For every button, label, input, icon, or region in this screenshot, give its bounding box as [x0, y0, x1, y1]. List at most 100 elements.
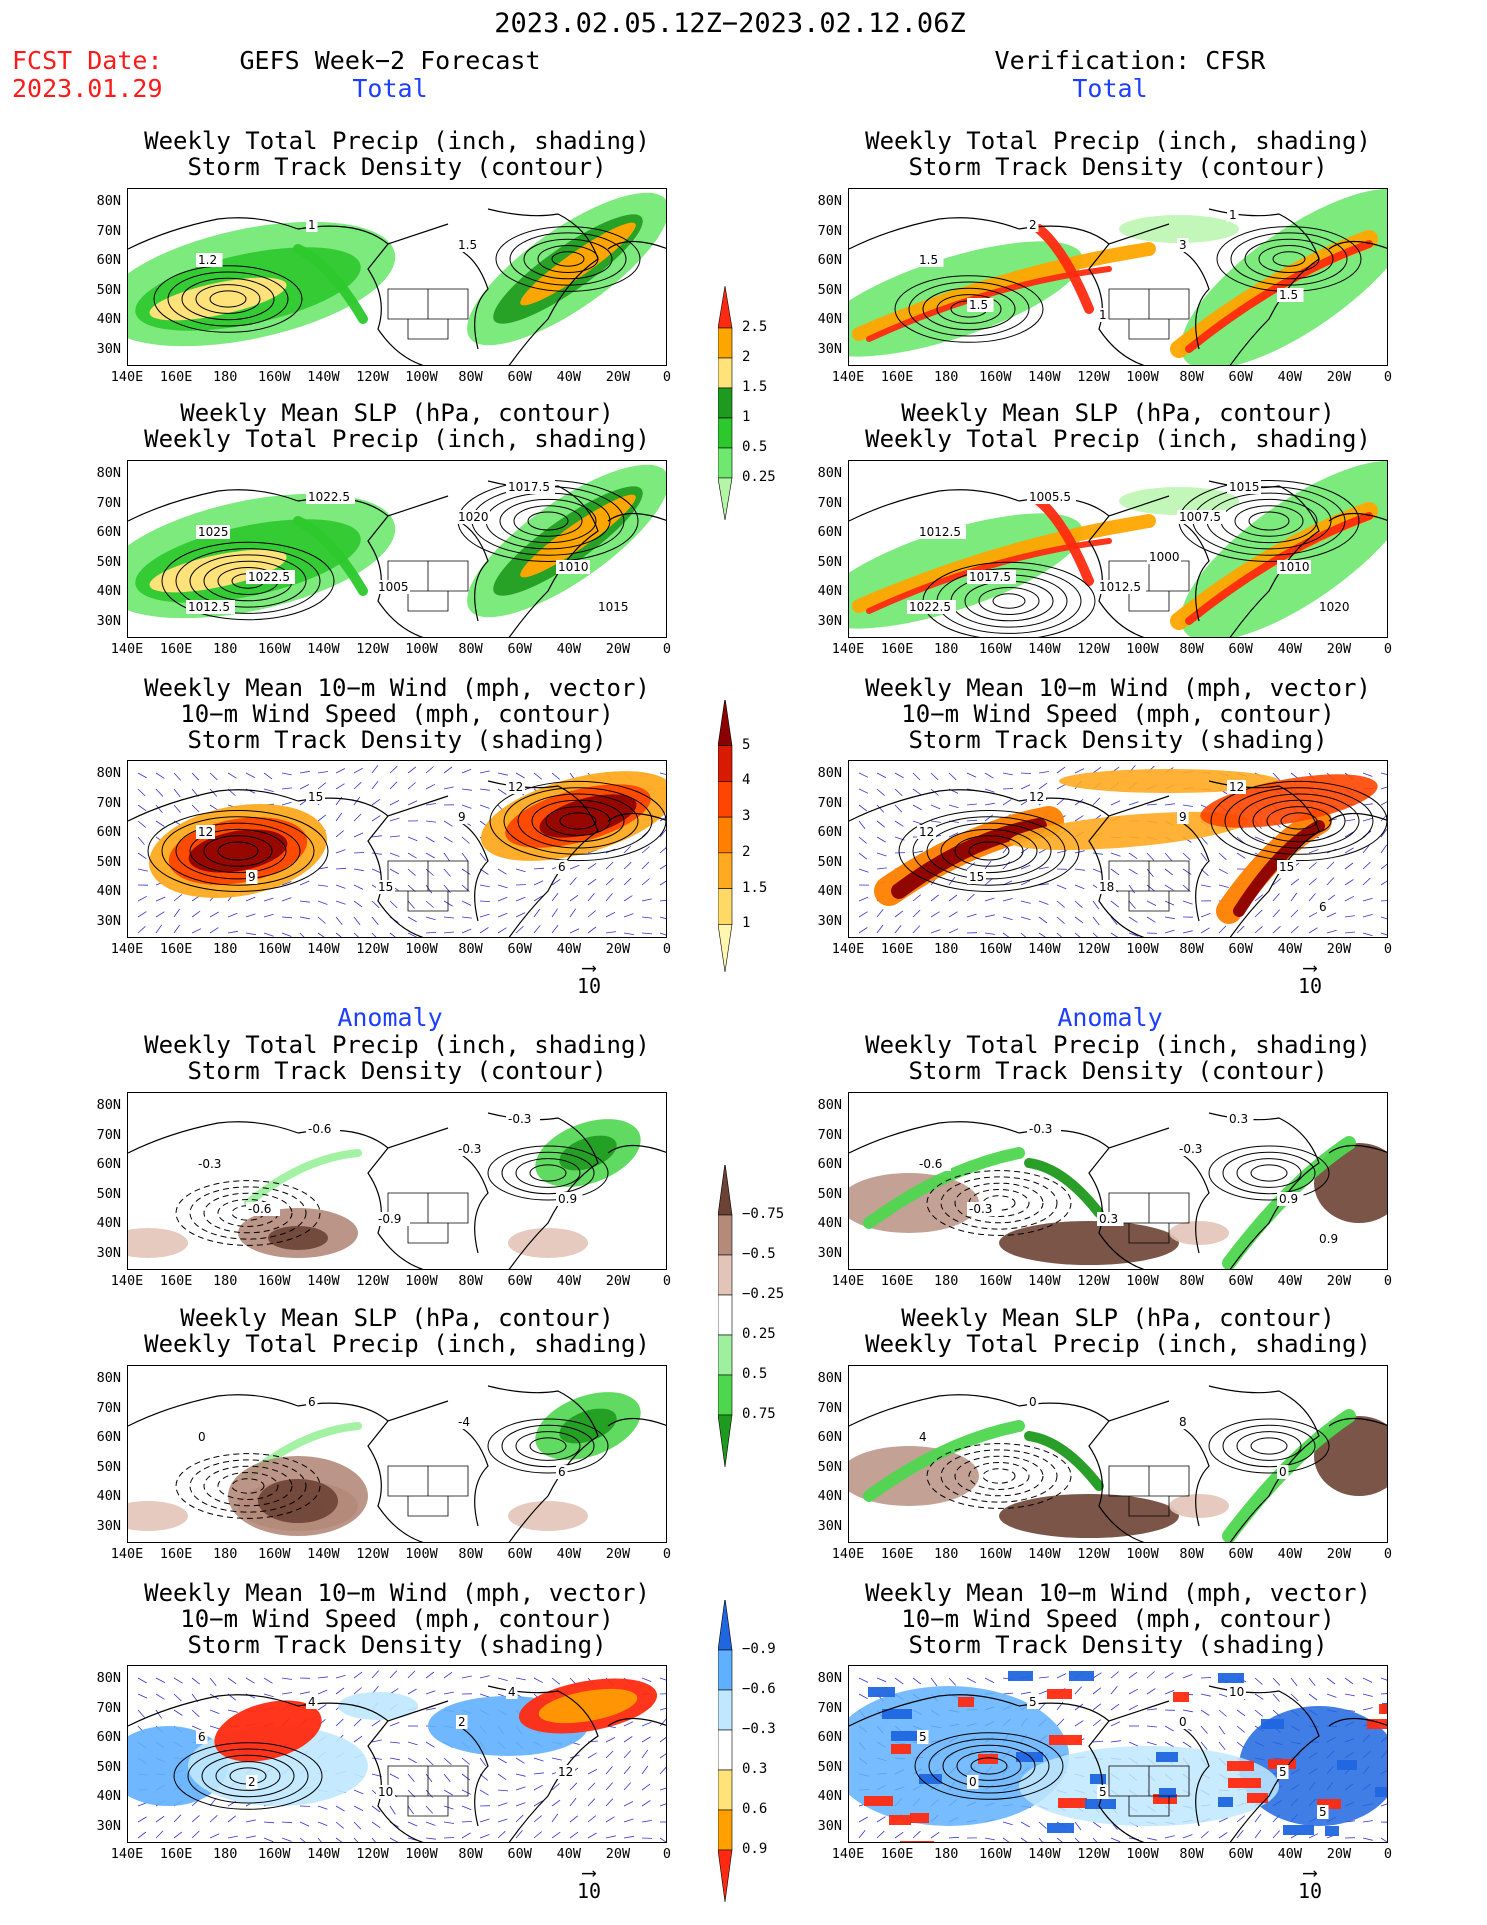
contour-label: 1 — [306, 218, 318, 232]
lon-label: 20W — [605, 369, 631, 385]
lat-label: 70N — [96, 1126, 121, 1143]
lat-label: 30N — [817, 1817, 842, 1834]
lat-label: 40N — [96, 583, 121, 599]
lon-label: 140E — [831, 1546, 865, 1562]
panel-title-v_wd_t: Weekly Mean 10−m Wind (mph, vector) 10−m … — [788, 675, 1448, 753]
lon-label: 40W — [556, 641, 581, 657]
contour-label: 1005.5 — [1027, 490, 1076, 504]
panel-title-line: Weekly Total Precip (inch, shading) — [144, 1031, 650, 1059]
panel-title-f_slp_t: Weekly Mean SLP (hPa, contour) Weekly Tot… — [67, 400, 727, 452]
lon-label: 80W — [458, 369, 483, 385]
contour-label: 0.9 — [556, 1192, 583, 1206]
lon-label: 20W — [1326, 1546, 1352, 1562]
panel-title-line: Weekly Total Precip (inch, shading) — [144, 425, 650, 453]
colorbar-label: −0.75 — [742, 1206, 785, 1222]
colorbar-label: 5 — [742, 736, 751, 753]
lon-label: 120W — [1077, 1846, 1110, 1862]
lon-label: 20W — [605, 1846, 631, 1862]
svg-text:1022.5: 1022.5 — [909, 600, 951, 614]
lon-label: 40W — [556, 941, 581, 957]
lon-label: 40W — [556, 1846, 581, 1862]
colorbar-label: 1.5 — [742, 879, 768, 896]
lat-label: 40N — [96, 1215, 121, 1231]
lat-label: 70N — [817, 1126, 842, 1143]
colorbar-label: −0.5 — [742, 1246, 776, 1262]
panel-title-line: Storm Track Density (contour) — [908, 1057, 1328, 1085]
lat-label: 80N — [96, 193, 121, 209]
lon-label: 60W — [1228, 941, 1253, 957]
lon-label: 80W — [1179, 369, 1204, 385]
svg-text:0.9: 0.9 — [558, 1192, 577, 1206]
contour-label: 12 — [1027, 790, 1046, 804]
lon-label: 180 — [933, 1846, 959, 1862]
contour-label: 1.5 — [967, 298, 994, 312]
panel-title-line: Storm Track Density (contour) — [908, 153, 1328, 181]
lon-label: 180 — [212, 641, 238, 657]
colorbar-segment — [718, 447, 733, 479]
svg-text:12: 12 — [198, 825, 213, 839]
svg-text:10: 10 — [1229, 1685, 1244, 1699]
lon-label: 120W — [1077, 369, 1110, 385]
lon-label: 20W — [605, 1273, 631, 1289]
colorbar-label: −0.25 — [742, 1286, 785, 1302]
lon-label: 120W — [1077, 641, 1110, 657]
contour-label: 1005 — [376, 580, 410, 594]
vector-reference-value: 10 — [576, 1879, 602, 1903]
lon-label: 140W — [307, 641, 340, 657]
contour-label: 1.5 — [456, 238, 483, 252]
contour-label: 9 — [1177, 810, 1189, 824]
panel-title-v_slp_t: Weekly Mean SLP (hPa, contour) Weekly Tot… — [788, 400, 1448, 452]
lon-label: 160E — [880, 1846, 914, 1862]
lon-label: 140W — [1028, 1273, 1061, 1289]
contour-label: 1010 — [1277, 560, 1311, 574]
colorbar-storm-anomaly: −0.9 −0.6 −0.3 0.3 0.6 0.9 — [718, 1600, 808, 1903]
lon-label: 20W — [605, 641, 631, 657]
right-section-total: Total — [1072, 74, 1148, 103]
lon-label: 80W — [458, 1546, 483, 1562]
lon-label: 120W — [356, 1546, 389, 1562]
panel-title-line: Weekly Mean 10−m Wind (mph, vector) — [144, 674, 650, 702]
lon-label: 140E — [110, 641, 144, 657]
colorbar-label: 1 — [742, 915, 751, 932]
lon-label: 140W — [307, 1273, 340, 1289]
svg-text:1020: 1020 — [1319, 600, 1350, 614]
panel-title-f_slp_a: Weekly Mean SLP (hPa, contour) Weekly Tot… — [67, 1305, 727, 1357]
lat-label: 50N — [817, 553, 842, 570]
lat-label: 60N — [817, 1729, 842, 1745]
svg-text:1012.5: 1012.5 — [919, 525, 961, 539]
lat-label: 40N — [817, 883, 842, 899]
vector-reference: ⟶ 10 — [559, 957, 619, 998]
svg-text:6: 6 — [198, 1730, 206, 1744]
lon-label: 160W — [979, 641, 1012, 657]
colorbar-label: 1.5 — [742, 379, 768, 395]
map-v_wd_a: 5 5 0 5 5 0 10 5 — [848, 1665, 1388, 1843]
lon-label: 100W — [1126, 941, 1159, 957]
lat-label: 40N — [817, 311, 842, 327]
lat-label: 40N — [817, 1488, 842, 1504]
lat-label: 80N — [817, 1097, 842, 1113]
panel-title-line: Weekly Total Precip (inch, shading) — [865, 425, 1371, 453]
right-section-anomaly: Anomaly — [1057, 1003, 1163, 1032]
lat-label: 40N — [96, 1488, 121, 1504]
contour-label: 1.2 — [196, 253, 223, 267]
arrow-right-icon: ⟶ — [1303, 955, 1317, 979]
lat-label: 30N — [817, 612, 842, 629]
lon-label: 0 — [1383, 941, 1393, 957]
lat-label: 70N — [817, 1699, 842, 1716]
map-f_slp_t: 1025 1022.5 1020 1010 1005 1022.5 1017.5 1015 10… — [127, 460, 667, 638]
colorbar-segment — [718, 285, 733, 329]
svg-text:0.3: 0.3 — [1229, 1112, 1248, 1126]
lon-label: 100W — [405, 1846, 438, 1862]
lon-label: 180 — [212, 941, 238, 957]
lon-label: 60W — [1228, 369, 1253, 385]
contour-label: 5 — [917, 1730, 929, 1744]
lon-label: 160W — [258, 1546, 291, 1562]
svg-text:15: 15 — [378, 880, 393, 894]
lon-label: 0 — [662, 1273, 672, 1289]
contour-label: 2 — [246, 1775, 258, 1789]
svg-text:0: 0 — [1279, 1465, 1287, 1479]
contour-label: 1017.5 — [967, 570, 1016, 584]
lon-label: 180 — [212, 1546, 238, 1562]
lon-label: 20W — [1326, 1273, 1352, 1289]
map-f_wd_a: 6 4 2 12 10 2 4 — [127, 1665, 667, 1843]
